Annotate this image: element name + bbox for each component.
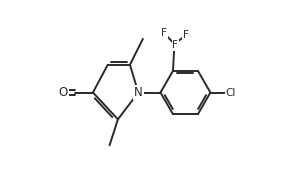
Text: F: F bbox=[172, 40, 178, 50]
Text: O: O bbox=[58, 86, 67, 99]
Text: N: N bbox=[134, 86, 143, 99]
Text: F: F bbox=[161, 28, 167, 38]
Text: F: F bbox=[183, 30, 189, 40]
Text: Cl: Cl bbox=[225, 88, 236, 97]
